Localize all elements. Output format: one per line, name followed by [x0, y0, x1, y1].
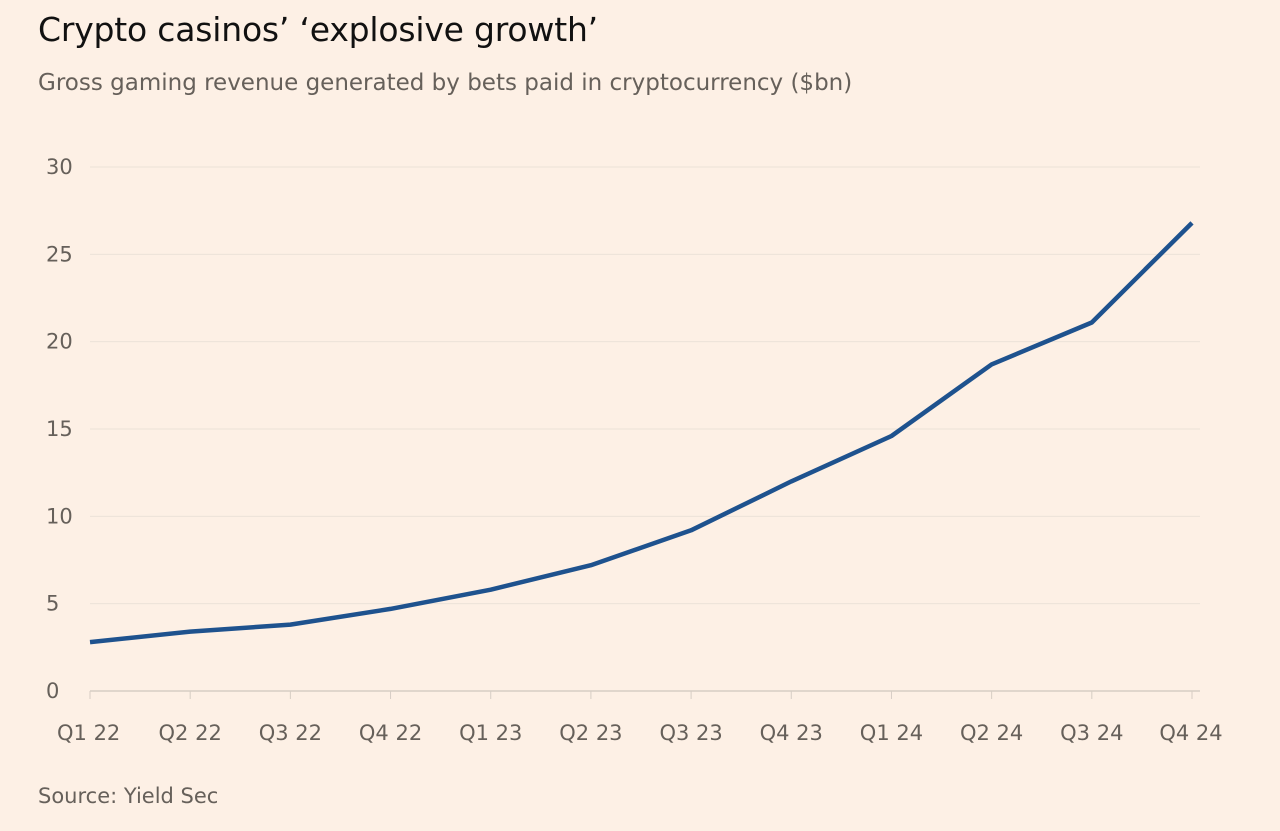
y-tick-label-20: 20 — [46, 330, 73, 354]
x-tick-label: Q4 22 — [359, 721, 422, 745]
y-tick-label-10: 10 — [46, 504, 73, 528]
data-point-q3-22 — [288, 622, 292, 626]
data-point-q1-24 — [889, 434, 893, 438]
y-tick-label-30: 30 — [46, 155, 73, 179]
y-tick-label-25: 25 — [46, 242, 73, 266]
x-tick-label: Q4 24 — [1159, 721, 1222, 745]
x-tick-label: Q4 23 — [760, 721, 823, 745]
data-point-q3-23 — [689, 528, 693, 532]
x-tick-label: Q2 23 — [559, 721, 622, 745]
x-tick-label: Q2 22 — [159, 721, 222, 745]
x-tick-label: Q3 23 — [659, 721, 722, 745]
y-tick-label-0: 0 — [46, 679, 59, 703]
data-point-q2-24 — [989, 362, 993, 366]
data-point-q4-22 — [388, 607, 392, 611]
y-tick-label-5: 5 — [46, 592, 59, 616]
data-points — [88, 221, 1194, 645]
x-tick-label: Q2 24 — [960, 721, 1023, 745]
data-point-q2-22 — [188, 629, 192, 633]
y-axis-tick-labels: 0 5 10 15 20 25 30 — [46, 155, 73, 703]
chart-title: Crypto casinos’ ‘explosive growth’ — [38, 10, 598, 49]
x-axis-tick-labels: Q1 22 Q2 22 Q3 22 Q4 22 Q1 23 Q2 23 Q3 23 Q4 23… — [57, 721, 1223, 745]
data-point-q4-23 — [789, 479, 793, 483]
x-tick-label: Q1 22 — [57, 721, 120, 745]
y-tick-label-15: 15 — [46, 417, 73, 441]
data-point-q1-22 — [88, 640, 92, 644]
chart-subtitle: Gross gaming revenue generated by bets p… — [38, 70, 853, 96]
series-line-gross-gaming-revenue — [89, 221, 1194, 645]
x-tick-label: Q3 22 — [259, 721, 322, 745]
data-point-q3-24 — [1090, 320, 1094, 324]
data-point-q4-24 — [1190, 221, 1194, 225]
x-tick-label: Q1 23 — [459, 721, 522, 745]
source-note: Source: Yield Sec — [38, 784, 219, 808]
x-tick-label: Q3 24 — [1060, 721, 1123, 745]
series-layer — [89, 221, 1194, 645]
data-point-q2-23 — [589, 563, 593, 567]
x-tick-label: Q1 24 — [860, 721, 923, 745]
gridlines — [89, 166, 1200, 699]
data-point-q1-23 — [489, 587, 493, 591]
